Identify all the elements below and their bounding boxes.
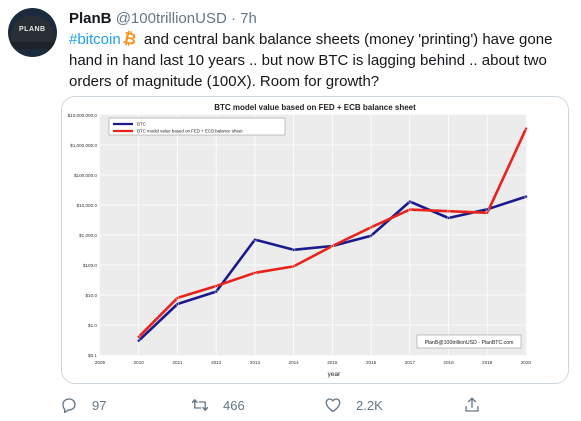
retweet-count: 466 [223,397,245,413]
x-tick-label: 2010 [134,360,145,365]
x-tick-label: 2012 [211,360,222,365]
legend-label: BTC model value based on FED + ECB balan… [137,129,243,134]
tweet-body: and central bank balance sheets (money '… [69,31,553,90]
x-tick-label: 2014 [289,360,300,365]
x-tick-label: 2015 [327,360,338,365]
hashtag-link[interactable]: #bitcoin [69,31,121,48]
y-tick-label: $1.0 [88,323,97,328]
avatar[interactable]: PLANB [8,8,57,57]
data-point [137,339,141,343]
data-point [253,238,257,242]
y-tick-label: $10,000.0 [77,203,98,208]
watermark-text: PlanB@100trillionUSD - PlanBTC.com [425,340,514,346]
grid-lines [99,114,527,356]
tweet-header: PlanB @100trillionUSD · 7h [69,9,257,29]
y-tick-label: $100.0 [83,263,97,268]
y-tick-label: $10,000,000.0 [68,113,98,118]
x-tick-label: 2011 [173,360,183,365]
data-point [137,335,141,339]
like-count: 2.2K [356,397,383,413]
author-name[interactable]: PlanB [69,10,112,27]
data-point [485,207,489,211]
data-point [408,199,412,204]
data-point [214,284,218,288]
data-point [524,195,528,199]
x-tick-label: 2019 [482,360,493,365]
x-tick-label: 2018 [443,360,454,365]
chart-title: BTC model value based on FED + ECB balan… [214,103,416,112]
reply-icon [62,398,76,414]
x-axis-label: year [328,371,341,378]
data-point [330,244,334,248]
tweet-media-chart[interactable]: BTC model value based on FED + ECB balan… [61,96,569,384]
retweet-button[interactable]: 466 [191,395,245,415]
data-point [175,302,180,306]
heart-icon [325,398,341,413]
watermark-box: PlanB@100trillionUSD - PlanBTC.com [416,334,522,349]
x-tick-label: 2009 [95,360,106,365]
data-point [408,208,412,212]
reply-button[interactable]: 97 [60,395,106,415]
reply-count: 97 [92,397,107,413]
data-point [446,216,451,220]
watermark-frame [416,334,522,349]
series-points [137,127,528,343]
data-point [524,127,528,131]
like-button[interactable]: 2.2K [324,395,383,415]
data-point [446,209,451,213]
data-point [253,271,257,275]
data-point [214,289,218,294]
data-point [485,211,489,215]
cap-shape [11,16,54,46]
tweet-actions: 97 466 2.2K [60,395,500,415]
header-separator: · [230,10,236,27]
share-icon [465,397,479,412]
y-tick-label: $10.0 [86,293,98,298]
bitcoin-icon: ₿ [121,29,138,50]
tweet-text: #bitcoin₿ and central bank balance sheet… [69,29,569,92]
chart-legend: BTC BTC model value based on FED + ECB ba… [108,117,286,136]
x-axis-ticks: 2009 2010 2011 2012 2013 2014 2015 2016 2017 2018… [95,360,532,365]
data-point [292,264,296,268]
retweet-icon [191,399,209,411]
data-point [369,225,373,229]
x-tick-label: 2017 [405,360,416,365]
legend-label: BTC [137,122,146,127]
x-tick-label: 2016 [366,360,377,365]
y-tick-label: $1,000.0 [79,233,97,238]
x-tick-label: 2013 [250,360,261,365]
y-tick-label: $0.1 [88,353,97,358]
legend-box [108,117,286,136]
author-handle[interactable]: @100trillionUSD [115,10,227,27]
data-point [369,234,373,238]
y-tick-label: $1,000,000.0 [70,143,97,148]
data-point [175,296,180,300]
chart-svg: BTC model value based on FED + ECB balan… [62,97,568,383]
cap-brim-shape [9,42,56,49]
y-tick-label: $100,000.0 [74,173,97,178]
share-button[interactable] [463,395,495,415]
x-tick-label: 2020 [521,360,532,365]
avatar-logo-text: PLANB [19,26,46,33]
y-axis-ticks: $0.1 $1.0 $10.0 $100.0 $1,000.0 $10,000.0 $100… [68,113,98,358]
tweet-timestamp[interactable]: 7h [240,10,257,27]
data-point [292,248,296,252]
